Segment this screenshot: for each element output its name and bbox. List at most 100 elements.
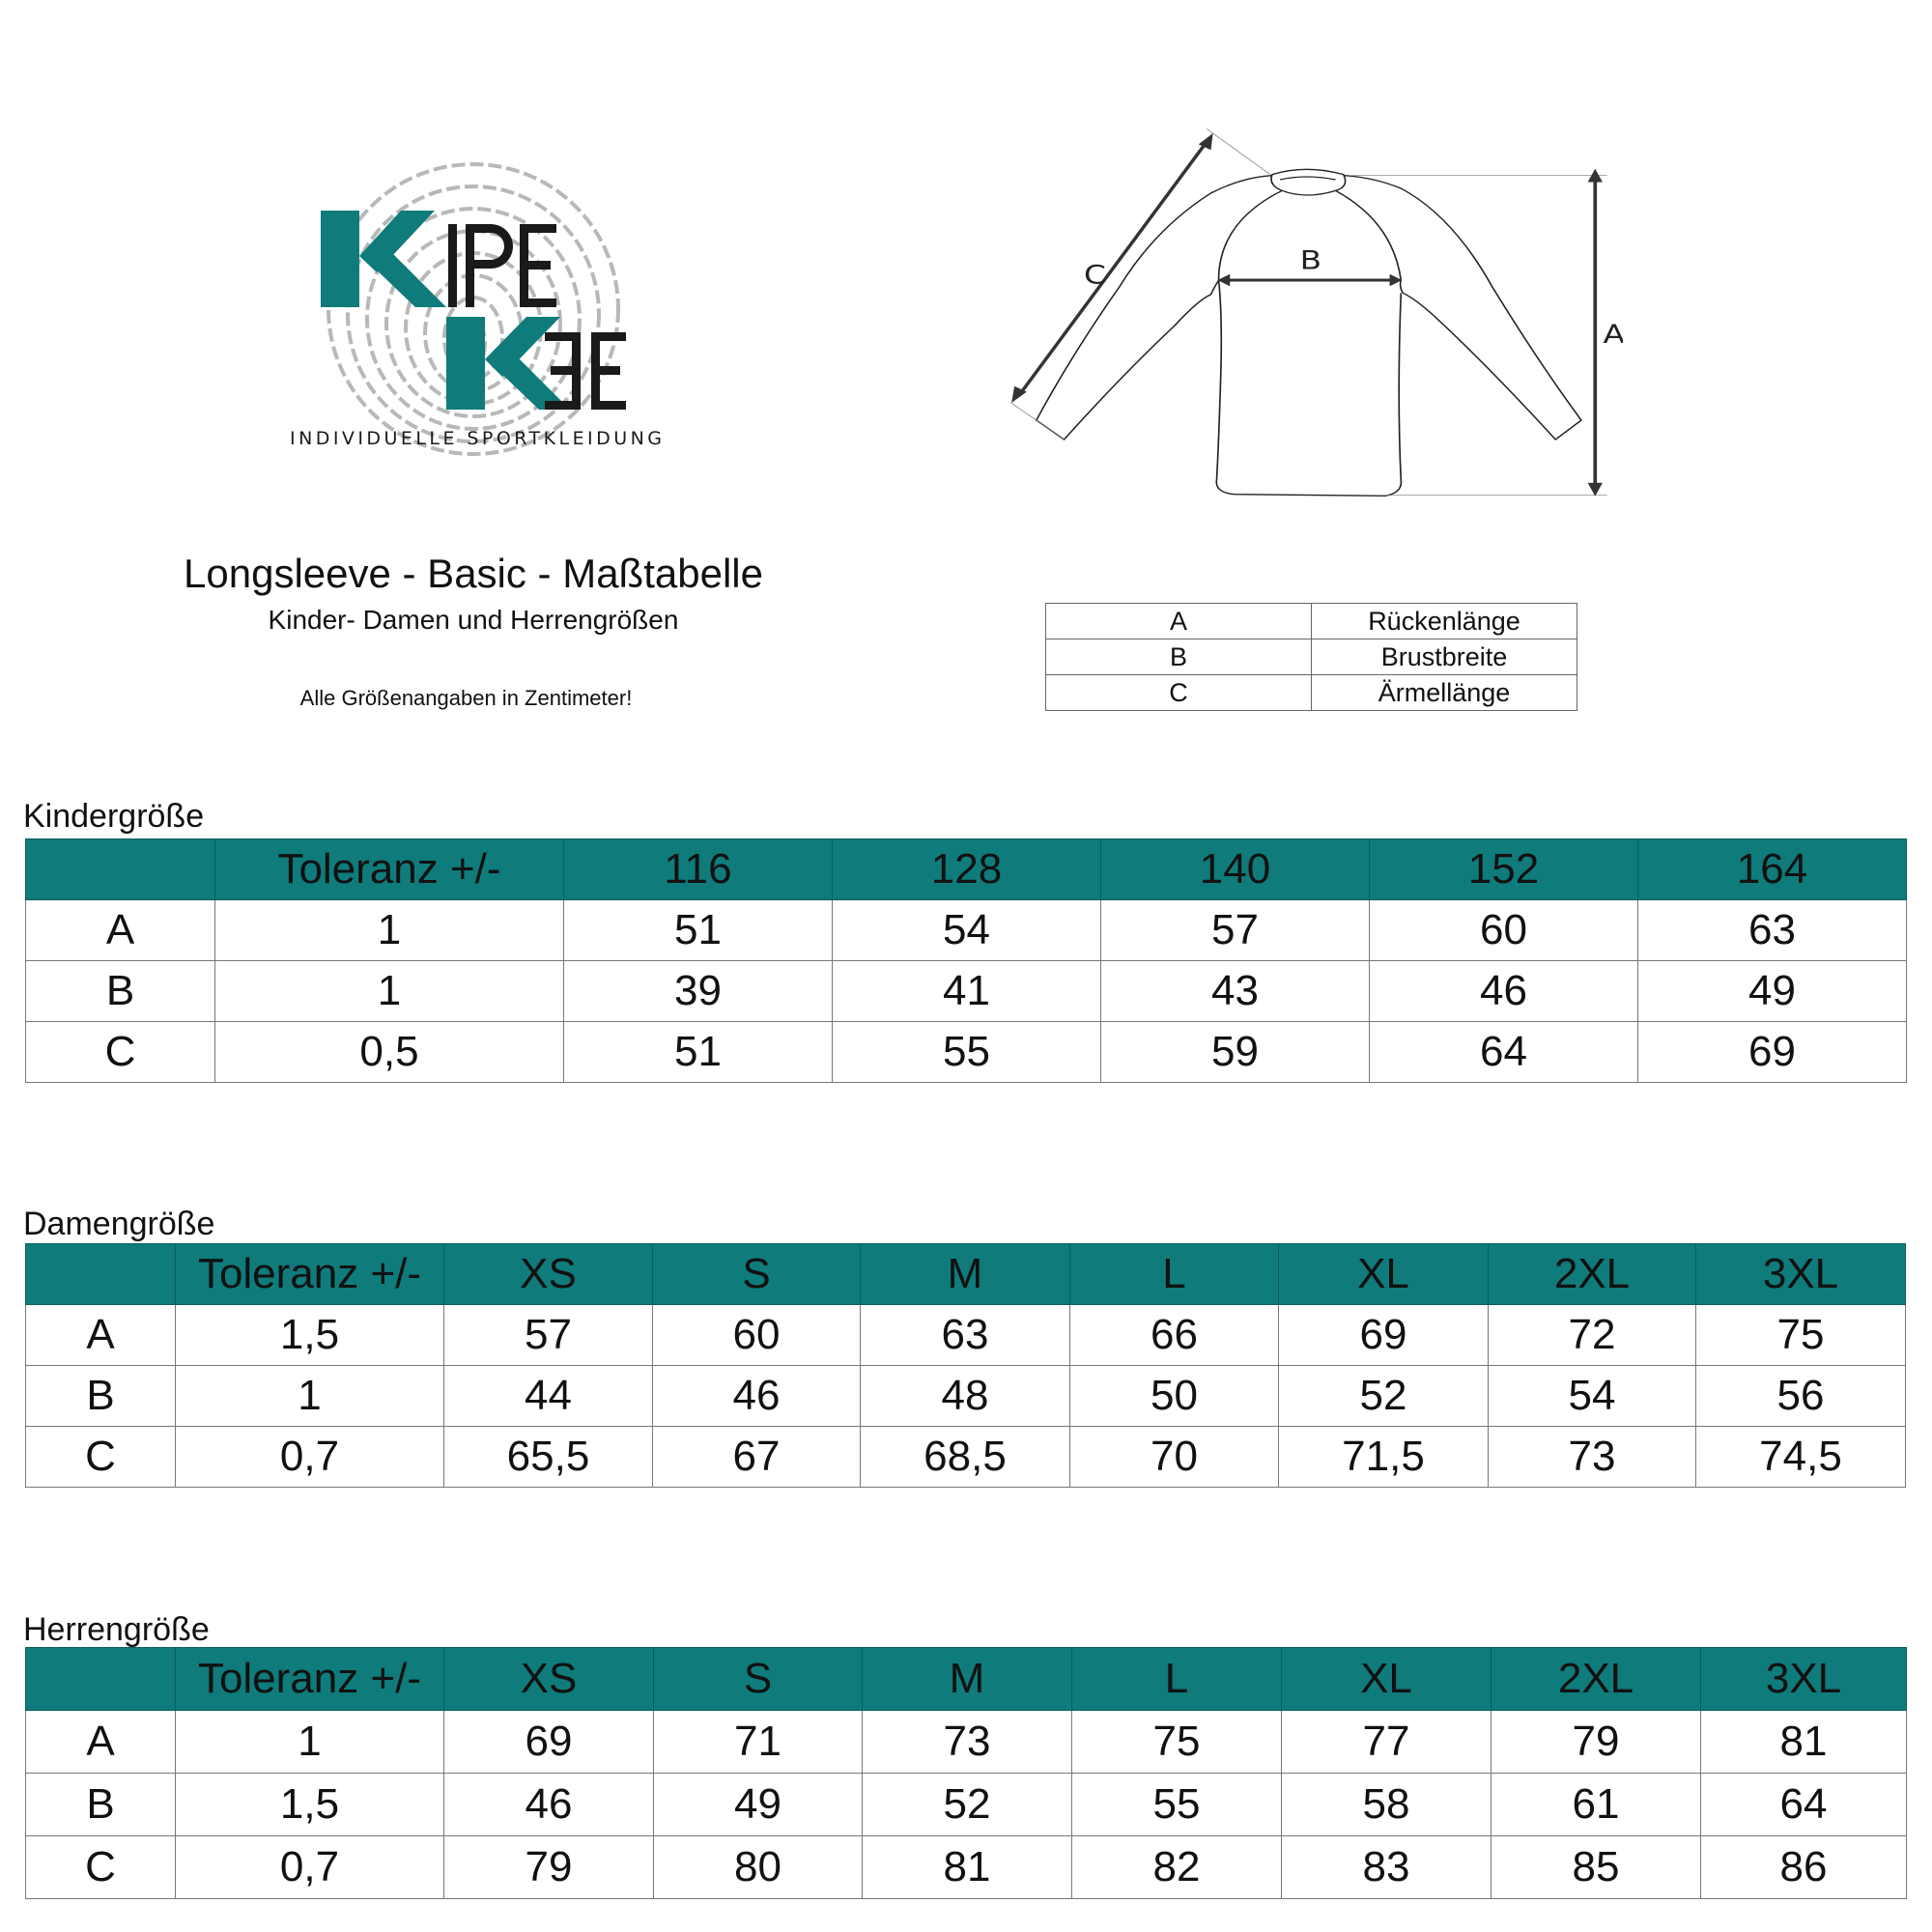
column-header: 116: [563, 838, 833, 900]
section-title: Damengröße: [23, 1206, 215, 1242]
table-cell: 60: [1369, 899, 1638, 961]
table-cell: 72: [1488, 1304, 1696, 1366]
table-cell: 70: [1069, 1426, 1279, 1488]
column-header: XL: [1278, 1243, 1489, 1305]
legend-label: Ärmellänge: [1311, 674, 1577, 711]
table-cell: 65,5: [443, 1426, 653, 1488]
longsleeve-diagram: C B A: [1009, 128, 1623, 497]
table-row: A 1 51 54 57 60 63: [25, 899, 1907, 961]
table-cell: 59: [1100, 1021, 1370, 1083]
table-cell: 49: [653, 1773, 863, 1836]
section-title: Herrengröße: [23, 1611, 210, 1648]
table-cell: 71: [653, 1710, 863, 1774]
size-table: Toleranz +/- XS S M L XL 2XL 3XL A 1 69 71 73 75 77 79 8…: [25, 1647, 1907, 1899]
row-label: C: [25, 1426, 176, 1488]
table-cell: 0,7: [175, 1835, 444, 1899]
label-b: B: [1300, 245, 1322, 275]
row-label: A: [25, 1304, 176, 1366]
table-cell: 1: [214, 899, 564, 961]
table-cell: 57: [443, 1304, 653, 1366]
table-row: B 1 39 41 43 46 49: [25, 960, 1907, 1022]
column-header: 152: [1369, 838, 1638, 900]
column-header: Toleranz +/-: [175, 1647, 444, 1711]
column-header: L: [1069, 1243, 1279, 1305]
legend-row: B Brustbreite: [1045, 639, 1577, 675]
table-cell: 61: [1491, 1773, 1701, 1836]
table-cell: 82: [1071, 1835, 1282, 1899]
table-cell: 44: [443, 1365, 653, 1427]
column-header: 3XL: [1695, 1243, 1906, 1305]
column-header: Toleranz +/-: [175, 1243, 444, 1305]
table-row: A 1 69 71 73 75 77 79 81: [25, 1710, 1907, 1774]
table-cell: 54: [1488, 1365, 1696, 1427]
table-cell: 41: [832, 960, 1101, 1022]
table-cell: 64: [1369, 1021, 1638, 1083]
page-title: Longsleeve - Basic - Maßtabelle: [184, 551, 763, 596]
size-table: Toleranz +/- 116 128 140 152 164 A 1 51 54 57 60 63 B…: [25, 838, 1907, 1083]
table-cell: 51: [563, 1021, 833, 1083]
column-header: M: [862, 1647, 1072, 1711]
page-subtitle: Kinder- Damen und Herrengrößen: [268, 605, 679, 635]
table-cell: 58: [1281, 1773, 1492, 1836]
row-label: C: [25, 1021, 215, 1083]
column-header: 128: [832, 838, 1101, 900]
column-header: XS: [443, 1647, 654, 1711]
table-cell: 71,5: [1278, 1426, 1489, 1488]
table-cell: 60: [652, 1304, 861, 1366]
table-cell: 46: [652, 1365, 861, 1427]
table-cell: 1,5: [175, 1304, 444, 1366]
legend-row: A Rückenlänge: [1045, 603, 1577, 639]
table-row: B 1 44 46 48 50 52 54 56: [25, 1365, 1906, 1427]
row-label: A: [25, 1710, 176, 1774]
row-label: A: [25, 899, 215, 961]
units-note: Alle Größenangaben in Zentimeter!: [299, 686, 633, 710]
table-cell: 68,5: [860, 1426, 1070, 1488]
row-label: B: [25, 1365, 176, 1427]
kipekee-logo: INDIVIDUELLE SPORTKLEIDUNG: [290, 162, 662, 456]
table-cell: 1,5: [175, 1773, 444, 1836]
table-cell: 50: [1069, 1365, 1279, 1427]
column-header: [25, 1647, 176, 1711]
legend-key: C: [1045, 674, 1312, 711]
table-cell: 69: [1637, 1021, 1907, 1083]
logo-lettering-kee: [446, 317, 570, 410]
table-cell: 77: [1281, 1710, 1492, 1774]
table-cell: 56: [1695, 1365, 1906, 1427]
section-title: Kindergröße: [23, 798, 205, 835]
table-cell: 51: [563, 899, 833, 961]
logo-lettering-kipe: [321, 211, 446, 307]
table-cell: 63: [1637, 899, 1907, 961]
table-cell: 86: [1700, 1835, 1907, 1899]
column-header: 2XL: [1491, 1647, 1701, 1711]
table-cell: 52: [862, 1773, 1072, 1836]
size-table: Toleranz +/- XS S M L XL 2XL 3XL A 1,5 57 60 63 66 69 7…: [25, 1243, 1906, 1488]
table-cell: 1: [175, 1710, 444, 1774]
table-cell: 46: [443, 1773, 654, 1836]
table-cell: 0,7: [175, 1426, 444, 1488]
row-label: C: [25, 1835, 176, 1899]
table-row: A 1,5 57 60 63 66 69 72 75: [25, 1304, 1906, 1366]
header-row: Toleranz +/- XS S M L XL 2XL 3XL: [25, 1243, 1906, 1305]
table-cell: 57: [1100, 899, 1370, 961]
table-cell: 46: [1369, 960, 1638, 1022]
table-cell: 81: [1700, 1710, 1907, 1774]
legend-label: Rückenlänge: [1311, 603, 1577, 639]
column-header: [25, 838, 215, 900]
table-cell: 75: [1695, 1304, 1906, 1366]
column-header: 2XL: [1488, 1243, 1696, 1305]
header-row: Toleranz +/- XS S M L XL 2XL 3XL: [25, 1647, 1907, 1711]
table-cell: 43: [1100, 960, 1370, 1022]
legend-label: Brustbreite: [1311, 639, 1577, 675]
column-header: XL: [1281, 1647, 1492, 1711]
table-cell: 80: [653, 1835, 863, 1899]
table-cell: 73: [862, 1710, 1072, 1774]
column-header: L: [1071, 1647, 1282, 1711]
table-cell: 39: [563, 960, 833, 1022]
table-cell: 83: [1281, 1835, 1492, 1899]
table-cell: 1: [175, 1365, 444, 1427]
table-cell: 64: [1700, 1773, 1907, 1836]
column-header: M: [860, 1243, 1070, 1305]
table-cell: 55: [1071, 1773, 1282, 1836]
table-cell: 85: [1491, 1835, 1701, 1899]
